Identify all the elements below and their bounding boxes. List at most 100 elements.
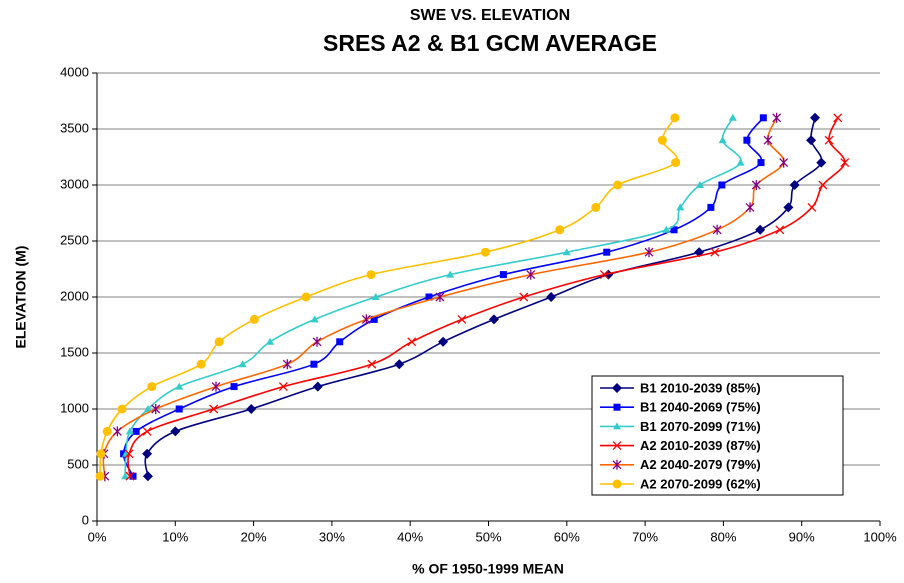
- marker: [367, 359, 377, 369]
- marker: [394, 359, 405, 370]
- y-tick-label: 2500: [60, 232, 89, 247]
- legend-label: A2 2040-2079 (79%): [640, 457, 761, 472]
- marker: [214, 337, 224, 347]
- marker: [425, 293, 433, 301]
- legend: B1 2010-2039 (85%) B1 2040-2069 (75%) B1 2…: [591, 375, 844, 496]
- marker: [151, 404, 161, 414]
- marker: [526, 269, 536, 280]
- y-tick-label: 0: [82, 512, 89, 527]
- marker: [438, 336, 449, 347]
- marker: [694, 247, 705, 258]
- marker: [129, 472, 137, 480]
- marker: [336, 338, 344, 346]
- series-line: [99, 117, 679, 477]
- marker: [124, 449, 134, 459]
- legend-label: B1 2010-2039 (85%): [640, 380, 761, 395]
- marker: [783, 202, 794, 213]
- marker: [757, 159, 765, 167]
- marker: [718, 136, 727, 144]
- marker: [603, 269, 614, 280]
- marker: [712, 224, 722, 235]
- y-tick-label: 3000: [60, 176, 89, 191]
- marker: [238, 360, 247, 368]
- marker: [95, 471, 105, 481]
- legend-label: B1 2070-2099 (71%): [640, 419, 761, 434]
- marker: [249, 314, 259, 324]
- x-tick-label: 0%: [88, 529, 107, 544]
- marker: [555, 225, 565, 235]
- series-line: [122, 117, 764, 477]
- marker: [676, 203, 685, 211]
- marker: [806, 135, 817, 146]
- marker: [612, 479, 622, 489]
- marker: [312, 381, 323, 392]
- marker: [209, 404, 219, 414]
- marker: [246, 404, 257, 414]
- marker: [196, 359, 206, 369]
- marker: [759, 114, 767, 122]
- y-tick-label: 4000: [60, 64, 89, 79]
- marker: [310, 315, 319, 323]
- marker: [117, 404, 127, 414]
- marker: [755, 224, 766, 235]
- marker: [366, 270, 376, 280]
- y-tick-label: 500: [67, 456, 89, 471]
- marker: [312, 336, 322, 347]
- marker: [562, 248, 571, 256]
- marker: [102, 426, 112, 436]
- legend-label: A2 2010-2039 (87%): [640, 438, 761, 453]
- marker: [613, 180, 623, 190]
- marker: [591, 202, 601, 212]
- marker: [670, 226, 678, 234]
- marker: [170, 426, 181, 437]
- marker: [612, 383, 622, 393]
- marker: [142, 426, 152, 436]
- x-axis-title: % OF 1950-1999 MEAN: [412, 561, 564, 577]
- marker: [546, 292, 557, 302]
- marker: [446, 270, 455, 278]
- marker: [763, 135, 773, 146]
- marker: [718, 181, 726, 189]
- marker: [457, 314, 467, 324]
- marker: [670, 113, 680, 123]
- marker: [121, 472, 130, 480]
- marker: [644, 247, 654, 258]
- x-tick-label: 100%: [863, 529, 897, 544]
- marker: [818, 180, 828, 190]
- marker: [266, 337, 275, 345]
- marker: [695, 181, 704, 188]
- marker: [736, 158, 745, 166]
- marker: [301, 292, 311, 302]
- x-tick-label: 60%: [554, 529, 580, 544]
- y-tick-label: 1000: [60, 400, 89, 415]
- marker: [175, 405, 183, 413]
- chart-subtitle: SRES A2 & B1 GCM AVERAGE: [323, 30, 657, 56]
- marker: [278, 382, 288, 392]
- marker: [230, 383, 238, 391]
- x-tick-label: 20%: [241, 529, 267, 544]
- marker: [132, 427, 140, 435]
- marker: [142, 471, 153, 482]
- marker: [613, 403, 621, 411]
- x-tick-label: 70%: [632, 529, 658, 544]
- marker: [143, 405, 152, 412]
- marker: [710, 247, 720, 257]
- chart-title: SWE VS. ELEVATION: [410, 7, 570, 24]
- y-tick-label: 2000: [60, 288, 89, 303]
- marker: [407, 337, 417, 347]
- x-tick-label: 30%: [319, 529, 345, 544]
- x-tick-label: 10%: [162, 529, 188, 544]
- marker: [816, 157, 827, 168]
- marker: [824, 135, 834, 145]
- marker: [807, 202, 817, 212]
- x-tick-label: 80%: [710, 529, 736, 544]
- marker: [772, 112, 782, 123]
- y-tick-label: 1500: [60, 344, 89, 359]
- marker: [662, 225, 671, 233]
- marker: [282, 359, 292, 370]
- marker: [361, 314, 371, 325]
- marker: [728, 113, 737, 121]
- marker: [310, 360, 318, 368]
- marker: [125, 471, 135, 481]
